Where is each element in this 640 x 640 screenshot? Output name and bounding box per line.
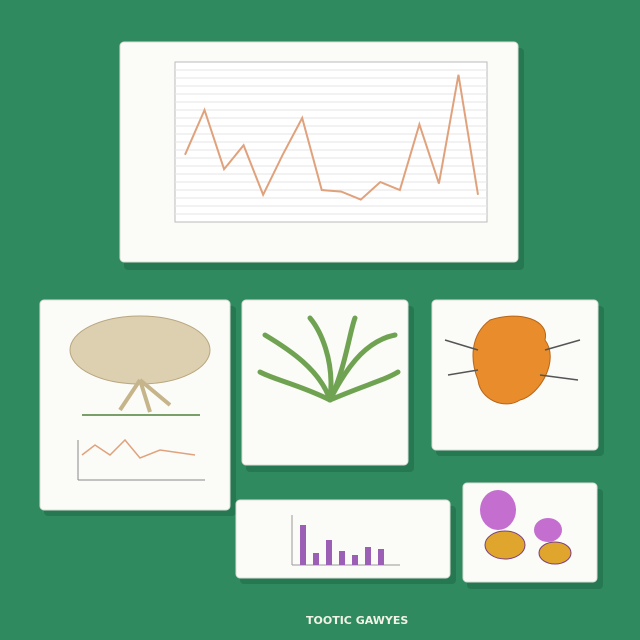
- purple-illustration: [480, 490, 572, 565]
- bar: [378, 549, 384, 565]
- bar: [313, 553, 319, 565]
- plant-illustration: [257, 315, 401, 403]
- specimen-card: [462, 482, 598, 583]
- bar: [326, 540, 332, 565]
- bar-card: [235, 499, 451, 579]
- orange-illustration: [444, 315, 581, 405]
- specimen-card: [241, 299, 409, 466]
- bar: [365, 547, 371, 565]
- bar: [300, 525, 306, 565]
- coral-illustration: [69, 315, 211, 481]
- caption: TOOTIC GAWYES: [306, 614, 408, 627]
- bar: [339, 551, 345, 565]
- bar: [352, 555, 358, 565]
- data-line: [184, 74, 479, 201]
